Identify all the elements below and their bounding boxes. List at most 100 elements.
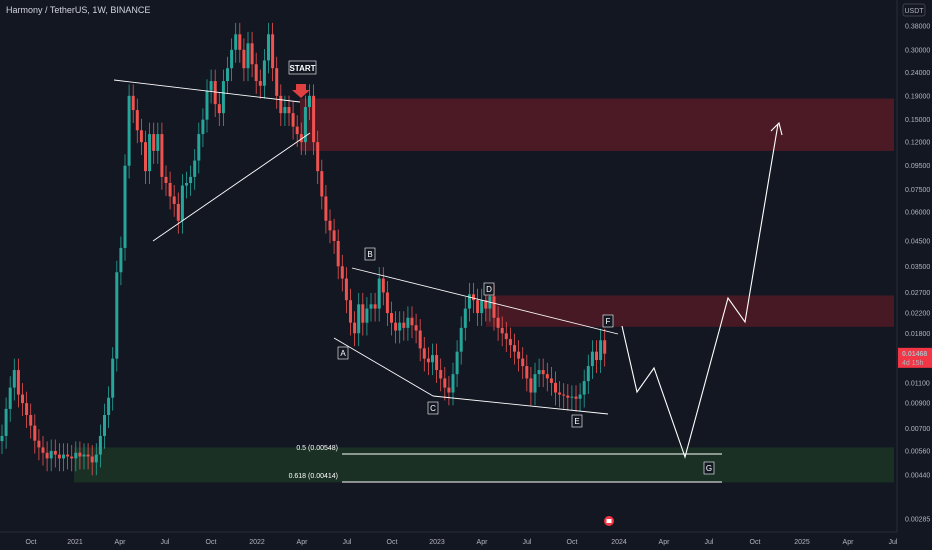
price-axis[interactable]: USDT 0.38000 0.30000 0.24000 0.19000 0.15000 0… <box>896 0 932 550</box>
candle-body <box>57 454 61 459</box>
price-tick-label: 0.06000 <box>905 209 930 216</box>
candle-body <box>94 454 98 463</box>
time-tick-label: Jul <box>705 539 714 546</box>
wave-label-text: G <box>706 464 712 473</box>
candle-body <box>271 34 275 69</box>
resistance-zone <box>300 98 894 151</box>
price-tick-label: 0.24000 <box>905 70 930 77</box>
candle-body <box>135 110 139 131</box>
candle-body <box>283 107 287 114</box>
candle-body <box>180 185 184 221</box>
wave-label-box <box>703 461 715 475</box>
time-tick-label: Jul <box>523 539 532 546</box>
candle-body <box>484 300 488 309</box>
candle-body <box>119 247 123 273</box>
time-tick-label: 2023 <box>429 539 445 546</box>
candle-body <box>12 370 16 388</box>
price-tick-label: 0.02700 <box>905 290 930 297</box>
candle-body <box>176 203 180 221</box>
current-price-tag: 0.01468 4d 15h <box>898 347 932 368</box>
candle-body <box>455 351 459 375</box>
candle-body <box>29 415 33 426</box>
candle-body <box>377 278 381 309</box>
fib-label: 0.618 (0.00414) <box>289 473 338 480</box>
time-axis[interactable]: Oct 2021 Apr Jul Oct 2022 Apr Jul Oct 2023 Apr Jul O… <box>0 516 898 546</box>
candle-body <box>320 171 324 197</box>
candle-body <box>41 447 45 453</box>
candle-body <box>131 95 135 111</box>
candle-body <box>492 296 496 318</box>
candle-body <box>467 294 471 309</box>
candle-body <box>554 382 557 393</box>
price-tick-label: 0.04500 <box>905 238 930 245</box>
candle-body <box>45 452 49 459</box>
wave-label-box <box>364 247 376 261</box>
candle-body <box>574 396 578 399</box>
candle-body <box>90 456 94 463</box>
candle-body <box>410 317 414 326</box>
time-tick-label: Oct <box>206 539 217 546</box>
candle-body <box>426 358 430 363</box>
candle-body <box>250 43 254 65</box>
wave-label-box <box>602 314 614 328</box>
candle-body <box>308 95 311 108</box>
candle-body <box>98 435 102 455</box>
candle-body <box>332 230 336 241</box>
candle-body <box>324 196 328 221</box>
wave-label-box <box>571 414 583 428</box>
candle-body <box>172 196 176 204</box>
currency-label: USDT <box>904 8 924 15</box>
candle-body <box>197 134 201 161</box>
event-icon-glyph <box>606 519 612 523</box>
candle-body <box>463 308 467 328</box>
price-tag-countdown: 4d 15h <box>902 360 924 367</box>
wave-label-box <box>337 346 349 360</box>
candle-body <box>344 278 348 301</box>
candle-body <box>570 396 574 398</box>
candle-body <box>295 126 299 135</box>
drawings-layer: 0.5 (0.00548) 0.618 (0.00414) START A B C D E F G <box>113 60 783 483</box>
candle-body <box>258 81 262 86</box>
candle-body <box>562 394 566 396</box>
candle-body <box>21 394 24 404</box>
candle-body <box>336 240 340 267</box>
candle-body <box>103 415 106 436</box>
price-tick-label: 0.00440 <box>905 473 930 480</box>
candle-body <box>443 378 447 388</box>
price-tick-label: 0.09500 <box>905 163 930 170</box>
candle-body <box>533 374 537 393</box>
candle-body <box>390 313 393 323</box>
candle-body <box>267 34 270 61</box>
wave-label-text: D <box>486 285 492 294</box>
candle-body <box>447 387 451 393</box>
candle-body <box>578 394 582 399</box>
wave-label-text: B <box>367 250 372 259</box>
candle-body <box>246 43 250 69</box>
candle-body <box>381 278 385 293</box>
wave-label-g: G <box>703 461 715 475</box>
candle-body <box>590 351 594 367</box>
wave-label-text: C <box>430 404 436 413</box>
price-tick-label: 0.00560 <box>905 448 930 455</box>
candle-body <box>201 119 205 135</box>
price-tag-bg <box>898 347 932 368</box>
candle-body <box>164 176 168 183</box>
candles-layer <box>0 22 607 476</box>
candle-body <box>353 322 357 334</box>
candle-body <box>361 304 365 323</box>
candle-body <box>472 294 475 301</box>
candle-body <box>275 68 279 96</box>
price-tick-label: 0.19000 <box>905 93 930 100</box>
candle-body <box>316 142 320 172</box>
zones-layer <box>74 98 894 483</box>
candle-body <box>558 392 562 395</box>
candle-body <box>549 378 553 383</box>
price-axis-bg <box>897 0 932 550</box>
candle-body <box>566 395 570 398</box>
candle-body <box>312 95 316 143</box>
candle-body <box>234 34 238 50</box>
candle-body <box>299 134 303 143</box>
currency-box: USDT <box>902 3 926 17</box>
time-tick-label: Apr <box>477 539 489 546</box>
